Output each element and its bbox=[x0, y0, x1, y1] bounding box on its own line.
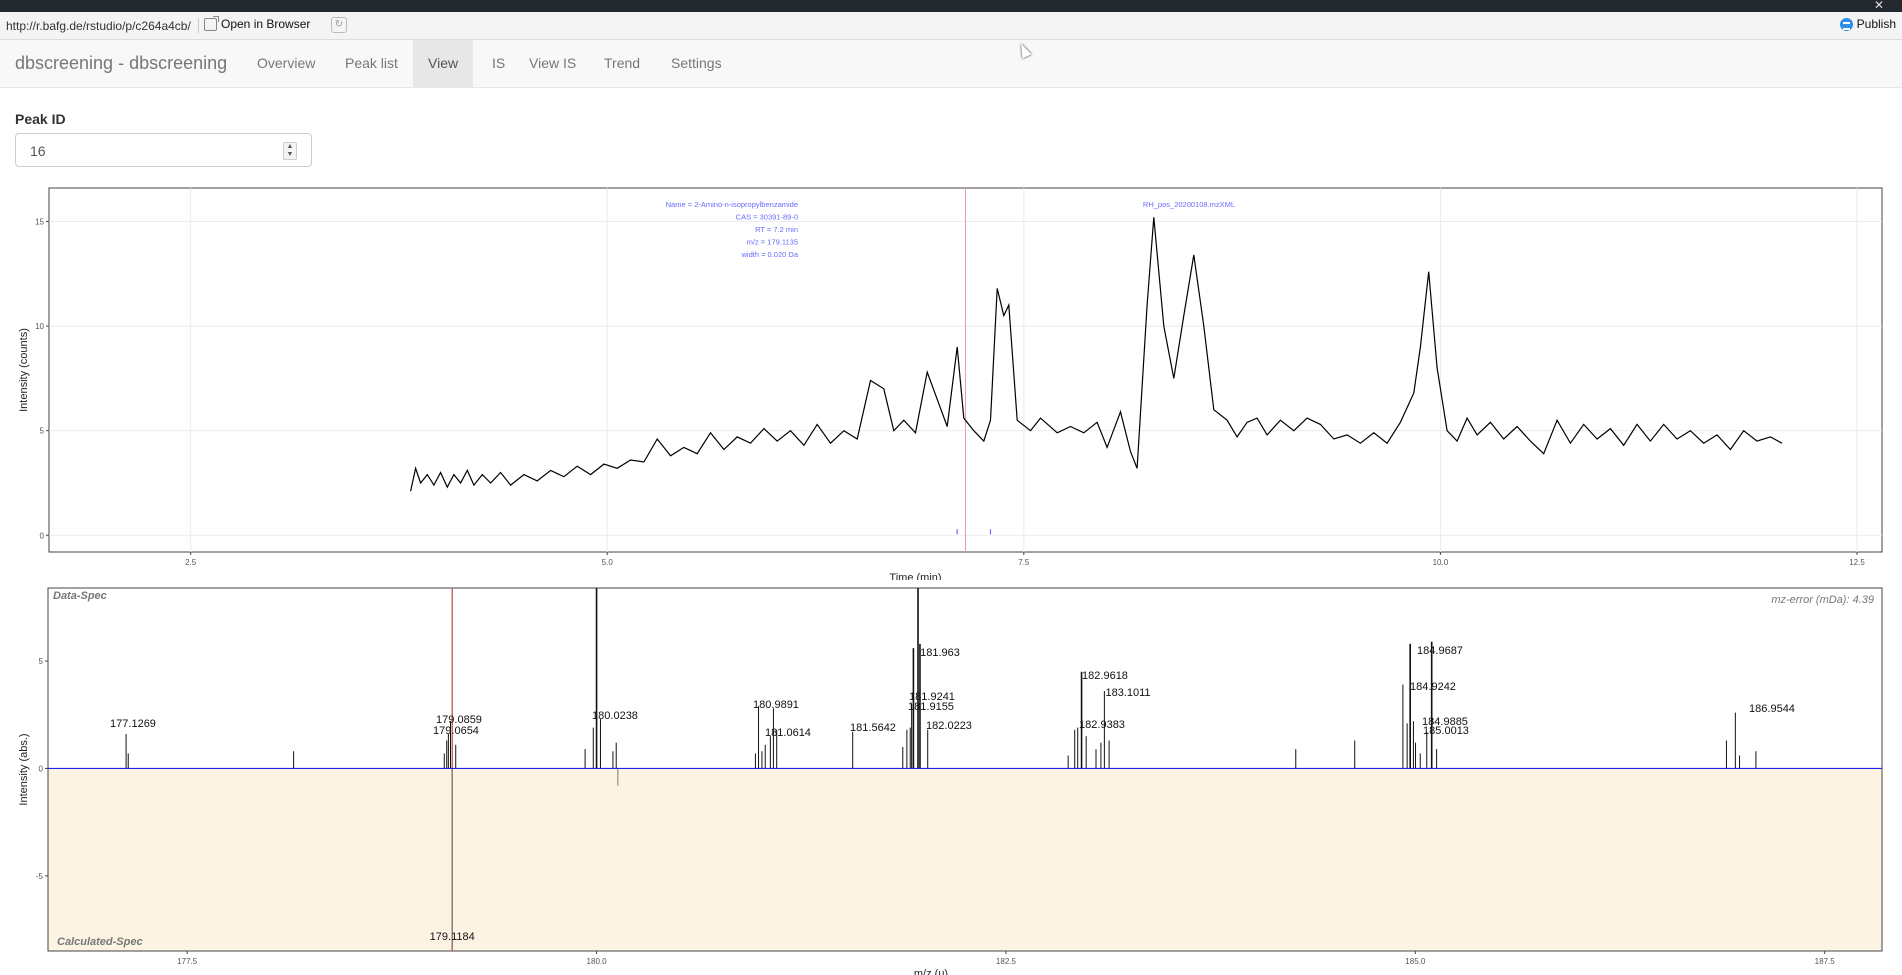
y-tick-label: -5 bbox=[36, 872, 44, 881]
x-tick-label: 177.5 bbox=[177, 957, 198, 966]
x-tick-label: 2.5 bbox=[185, 558, 197, 567]
chromatogram-plot: 2.5 5.0 7.5 10.0 12.5 0 5 10 15 Name = 2-Amino-n-… bbox=[18, 187, 1883, 580]
x-tick-label: 12.5 bbox=[1849, 558, 1865, 567]
separator bbox=[198, 18, 199, 33]
tab-peak-list[interactable]: Peak list bbox=[345, 55, 398, 71]
peak-label: 184.9687 bbox=[1417, 645, 1463, 657]
peak-label: 179.0859 bbox=[436, 714, 482, 726]
refresh-icon[interactable]: ↻ bbox=[331, 17, 347, 33]
peak-id-label: Peak ID bbox=[15, 111, 66, 127]
peak-label: 180.0238 bbox=[592, 710, 638, 722]
annotation-line: m/z = 179.1135 bbox=[747, 238, 798, 247]
tab-settings[interactable]: Settings bbox=[671, 55, 722, 71]
peak-id-input[interactable]: 16 ▲ ▼ bbox=[15, 133, 312, 167]
peak-label: 177.1269 bbox=[110, 718, 156, 730]
annotation-line: RT = 7.2 min bbox=[755, 225, 798, 234]
peak-label: 181.0614 bbox=[765, 727, 811, 739]
peak-label: 181.5642 bbox=[850, 722, 896, 734]
tab-view[interactable]: View bbox=[413, 40, 474, 87]
close-icon[interactable]: ✕ bbox=[1873, 0, 1884, 12]
annotation-line: CAS = 30391-89-0 bbox=[736, 213, 798, 222]
open-in-browser-button[interactable]: Open in Browser bbox=[204, 15, 311, 31]
y-axis-label: Intensity (counts) bbox=[18, 328, 30, 412]
peak-label: 183.1011 bbox=[1105, 687, 1150, 699]
annotation-line: width = 0.020 Da bbox=[741, 250, 799, 259]
peak-label: 186.9544 bbox=[1749, 703, 1795, 715]
x-tick-label: 180.0 bbox=[587, 957, 608, 966]
tab-overview[interactable]: Overview bbox=[257, 55, 316, 71]
x-tick-label: 10.0 bbox=[1433, 558, 1449, 567]
mz-error-label: mz-error (mDa): 4.39 bbox=[1771, 594, 1874, 606]
peak-id-value: 16 bbox=[30, 143, 46, 159]
spinner-icon[interactable]: ▲ ▼ bbox=[283, 142, 297, 160]
window-titlebar: ✕ bbox=[0, 0, 1902, 12]
x-tick-label: 182.5 bbox=[996, 957, 1017, 966]
spectrum-group: 177.5 180.0 182.5 185.0 187.5 -5 0 5 177.1269 179… bbox=[18, 587, 1883, 975]
peak-label: 179.0654 bbox=[433, 725, 479, 737]
navbar-brand[interactable]: dbscreening - dbscreening bbox=[15, 53, 228, 73]
tab-trend[interactable]: Trend bbox=[604, 55, 641, 71]
calculated-spec-area bbox=[48, 768, 1882, 951]
x-axis-label: m/z (u) bbox=[914, 968, 948, 975]
spectrum-plot: 177.5 180.0 182.5 185.0 187.5 -5 0 5 177.1269 179… bbox=[18, 587, 1883, 975]
x-tick-label: 5.0 bbox=[602, 558, 614, 567]
y-tick-label: 15 bbox=[35, 217, 44, 226]
y-tick-label: 5 bbox=[39, 657, 44, 666]
publish-icon bbox=[1839, 17, 1853, 31]
url-text: http://r.bafg.de/rstudio/p/c264a4cb/ bbox=[6, 19, 191, 33]
y-axis-label: Intensity (abs.) bbox=[18, 733, 30, 805]
y-tick-label: 10 bbox=[35, 322, 44, 331]
publish-label: Publish bbox=[1856, 17, 1896, 31]
tab-view-is[interactable]: View IS bbox=[529, 55, 577, 71]
x-tick-label: 7.5 bbox=[1018, 558, 1030, 567]
peak-label: 180.9891 bbox=[753, 699, 799, 711]
file-label: RH_pos_20200108.mzXML bbox=[1143, 200, 1235, 209]
external-link-icon bbox=[204, 15, 219, 31]
x-axis-label: Time (min) bbox=[889, 572, 941, 580]
annotation-line: Name = 2-Amino-n-isopropylbenzamide bbox=[666, 200, 798, 209]
data-spec-area bbox=[48, 588, 1882, 769]
peak-label: 182.9618 bbox=[1082, 670, 1128, 682]
navbar: dbscreening - dbscreening Overview Peak … bbox=[0, 40, 1902, 88]
x-tick-label: 187.5 bbox=[1815, 957, 1836, 966]
chromatogram-group: 2.5 5.0 7.5 10.0 12.5 0 5 10 15 Name = 2-Amino-n-… bbox=[18, 187, 1883, 580]
peak-label: 184.9885 bbox=[1422, 716, 1468, 728]
peak-label: 181.9155 bbox=[908, 701, 954, 713]
peak-label: 185.0013 bbox=[1423, 725, 1469, 737]
peak-label: 184.9242 bbox=[1410, 681, 1456, 693]
y-tick-label: 5 bbox=[40, 427, 45, 436]
calculated-spec-label: Calculated-Spec bbox=[57, 936, 143, 948]
tab-is[interactable]: IS bbox=[492, 55, 506, 71]
chromatogram-line bbox=[410, 217, 1783, 492]
calculated-peak-label: 179.1184 bbox=[430, 931, 475, 943]
peak-label: 181.963 bbox=[920, 647, 960, 659]
x-tick-label: 185.0 bbox=[1405, 957, 1426, 966]
publish-button[interactable]: Publish bbox=[1839, 17, 1896, 31]
data-spec-label: Data-Spec bbox=[53, 590, 107, 602]
y-tick-label: 0 bbox=[39, 764, 44, 773]
open-in-browser-label: Open in Browser bbox=[221, 17, 311, 31]
y-tick-label: 0 bbox=[40, 531, 45, 540]
peak-label: 181.9241 bbox=[909, 691, 955, 703]
peak-label: 182.9383 bbox=[1079, 719, 1125, 731]
plot-frame bbox=[47, 587, 1883, 952]
viewer-toolbar: http://r.bafg.de/rstudio/p/c264a4cb/ Ope… bbox=[0, 12, 1902, 40]
peak-label: 182.0223 bbox=[926, 720, 972, 732]
